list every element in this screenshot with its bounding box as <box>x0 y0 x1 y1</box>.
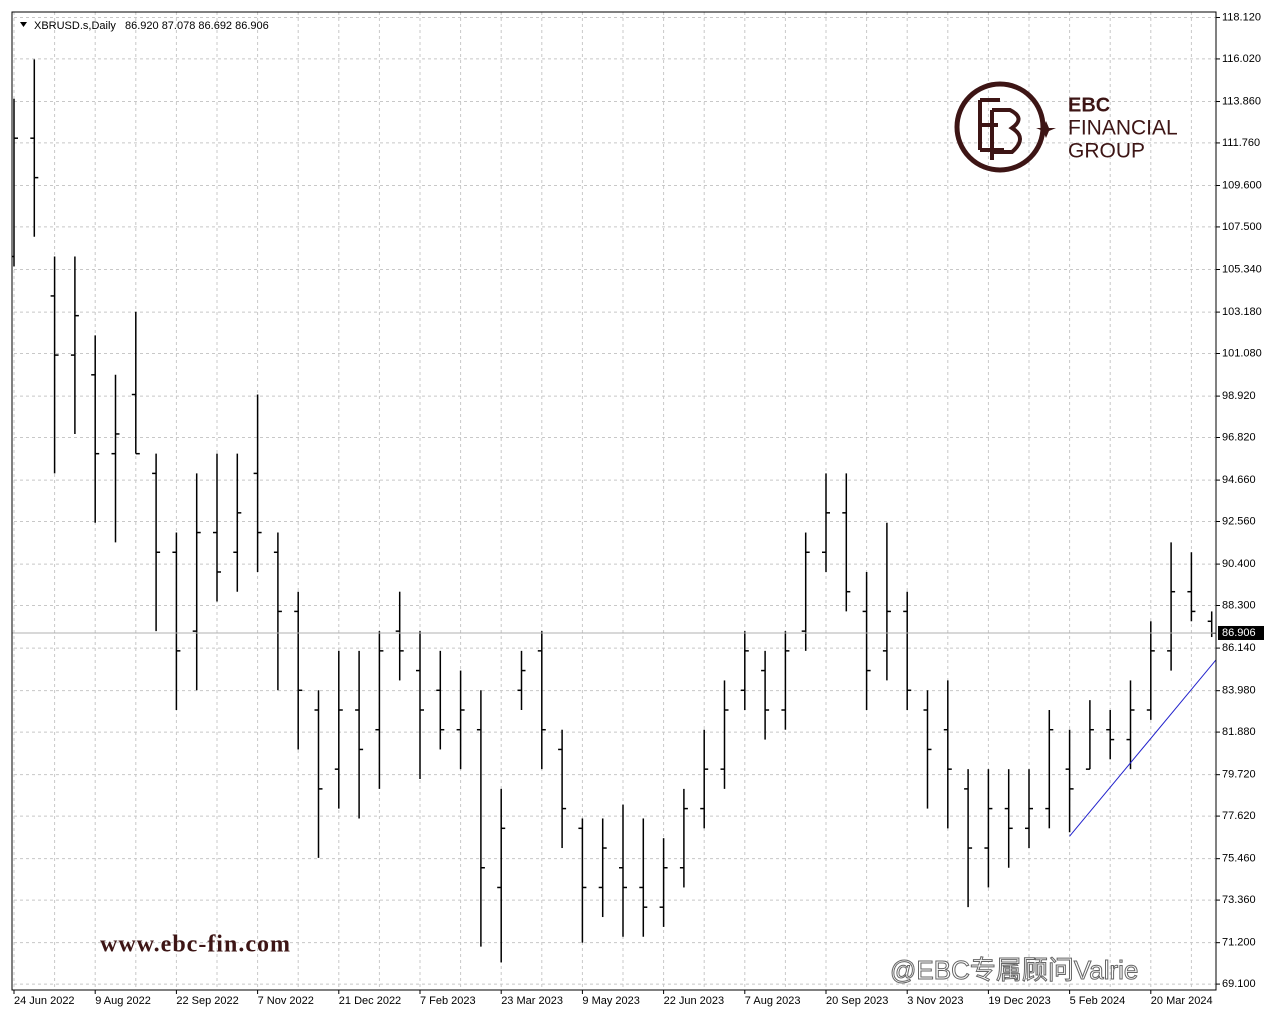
header-low: 86.692 <box>198 20 232 32</box>
x-tick-label: 7 Feb 2023 <box>420 995 476 1007</box>
y-tick-label: 71.200 <box>1222 937 1256 949</box>
logo: EBC FINANCIAL GROUP <box>954 81 1178 173</box>
plot-frame <box>11 11 1217 991</box>
x-tick-label: 22 Jun 2023 <box>664 995 725 1007</box>
y-tick-label: 73.360 <box>1222 894 1256 906</box>
y-tick-label: 86.140 <box>1222 642 1256 654</box>
y-tick-label: 103.180 <box>1222 306 1262 318</box>
x-tick-label: 20 Mar 2024 <box>1151 995 1213 1007</box>
header-high: 87.078 <box>162 20 196 32</box>
header-arrow <box>20 22 27 27</box>
y-tick-label: 83.980 <box>1222 685 1256 697</box>
x-tick-label: 19 Dec 2023 <box>988 995 1050 1007</box>
y-tick-label: 69.100 <box>1222 978 1256 990</box>
x-tick-label: 24 Jun 2022 <box>14 995 75 1007</box>
x-tick-label: 20 Sep 2023 <box>826 995 888 1007</box>
logo-star <box>1036 121 1056 138</box>
x-tick-label: 22 Sep 2022 <box>176 995 238 1007</box>
x-tick-label: 3 Nov 2023 <box>907 995 963 1007</box>
x-tick-label: 7 Aug 2023 <box>745 995 801 1007</box>
x-tick-label: 9 May 2023 <box>582 995 639 1007</box>
y-tick-label: 98.920 <box>1222 390 1256 402</box>
y-tick-label: 77.620 <box>1222 810 1256 822</box>
logo-line2: GROUP <box>1068 140 1145 163</box>
y-tick-label: 113.860 <box>1222 95 1261 107</box>
x-tick-label: 7 Nov 2022 <box>258 995 314 1007</box>
y-tick-label: 105.340 <box>1222 263 1262 275</box>
y-tick-label: 107.500 <box>1222 221 1262 233</box>
last-price-box <box>1218 625 1264 640</box>
header-close: 86.906 <box>235 20 269 32</box>
y-tick-label: 81.880 <box>1222 726 1256 738</box>
x-tick-label: 5 Feb 2024 <box>1070 995 1126 1007</box>
y-tick-label: 101.080 <box>1222 347 1262 359</box>
last-price-label: 86.906 <box>1222 627 1256 639</box>
y-tick-label: 92.560 <box>1222 515 1256 527</box>
plot <box>12 12 1216 990</box>
chart-header: XBRUSD.s,Daily 86.920 87.078 86.692 86.9… <box>34 20 269 32</box>
y-tick-label: 116.020 <box>1222 53 1261 65</box>
x-tick-label: 9 Aug 2022 <box>95 995 151 1007</box>
x-tick-label: 21 Dec 2022 <box>339 995 401 1007</box>
watermark: www.ebc-fin.com <box>100 932 291 958</box>
x-tick-label: 23 Mar 2023 <box>501 995 563 1007</box>
symbol: XBRUSD.s,Daily <box>34 20 116 32</box>
y-tick-label: 94.660 <box>1222 474 1256 486</box>
y-tick-label: 88.300 <box>1222 599 1256 611</box>
credit: @EBC专属顾问Valrie <box>890 955 1138 985</box>
y-tick-label: 118.120 <box>1222 11 1261 23</box>
y-tick-label: 79.720 <box>1222 769 1256 781</box>
y-tick-label: 96.820 <box>1222 431 1256 443</box>
logo-ring <box>954 81 1046 173</box>
trendline <box>1069 659 1216 837</box>
y-tick-label: 111.760 <box>1222 137 1260 149</box>
logo-name: EBC <box>1068 94 1110 116</box>
y-tick-label: 109.600 <box>1222 179 1262 191</box>
header-open: 86.920 <box>125 20 159 32</box>
y-tick-label: 75.460 <box>1222 853 1256 865</box>
logo-line1: FINANCIAL <box>1068 117 1178 140</box>
y-tick-label: 90.400 <box>1222 558 1256 570</box>
logo-mark <box>978 98 1022 160</box>
